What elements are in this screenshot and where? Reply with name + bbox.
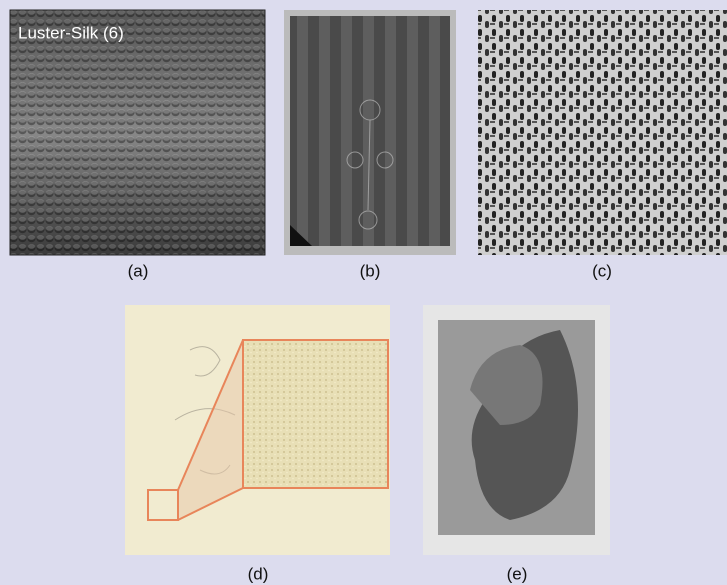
panel-d xyxy=(125,305,390,555)
panel-label: (d) xyxy=(248,564,269,583)
panel-label: (b) xyxy=(360,261,381,280)
panel-a: Luster-Silk (6) xyxy=(10,10,265,255)
panel-label: (a) xyxy=(128,261,149,280)
figure: Luster-Silk (6) (a) (b) (c) (d) (e) xyxy=(0,0,727,585)
panel-e xyxy=(423,305,610,555)
panel-c xyxy=(478,10,727,255)
panel-b xyxy=(284,10,456,255)
panel-label: (c) xyxy=(592,261,612,280)
panel-label: (e) xyxy=(507,564,528,583)
overlay-text: Luster-Silk (6) xyxy=(18,23,124,42)
